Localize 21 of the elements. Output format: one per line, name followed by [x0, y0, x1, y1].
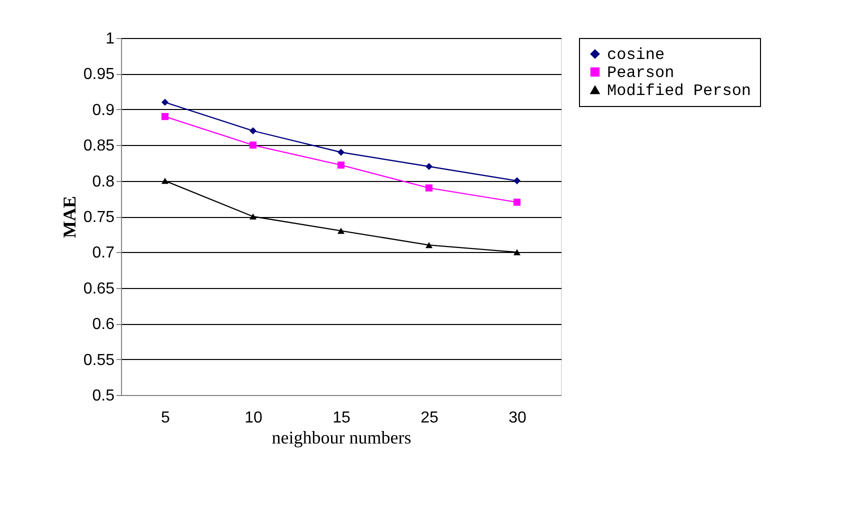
y-tick-label: 0.95 — [83, 66, 115, 84]
x-tick-label: 25 — [420, 410, 438, 426]
y-tick-label: 0.55 — [83, 352, 115, 369]
y-tick-label: 0.65 — [83, 280, 115, 298]
legend-label: cosine — [607, 46, 665, 64]
y-tick-label: 1 — [106, 30, 115, 48]
x-tick-label: 30 — [508, 410, 526, 426]
x-tick-label: 10 — [244, 410, 262, 426]
x-tick-label: 15 — [332, 410, 350, 426]
x-axis-title: neighbour numbers — [272, 428, 412, 448]
x-tick-label: 5 — [161, 410, 170, 426]
y-tick-label: 0.5 — [92, 388, 115, 404]
y-tick-label: 0.85 — [83, 138, 115, 155]
y-axis-title: MAE — [59, 196, 80, 238]
y-tick-label: 0.9 — [92, 102, 115, 119]
y-tick-label: 0.8 — [92, 173, 115, 190]
y-tick-label: 0.6 — [92, 316, 115, 334]
legend-label: Pearson — [607, 64, 674, 82]
y-tick-label: 0.7 — [92, 244, 115, 262]
legend-label: Modified Person — [607, 82, 752, 100]
y-tick-label: 0.75 — [83, 209, 115, 226]
